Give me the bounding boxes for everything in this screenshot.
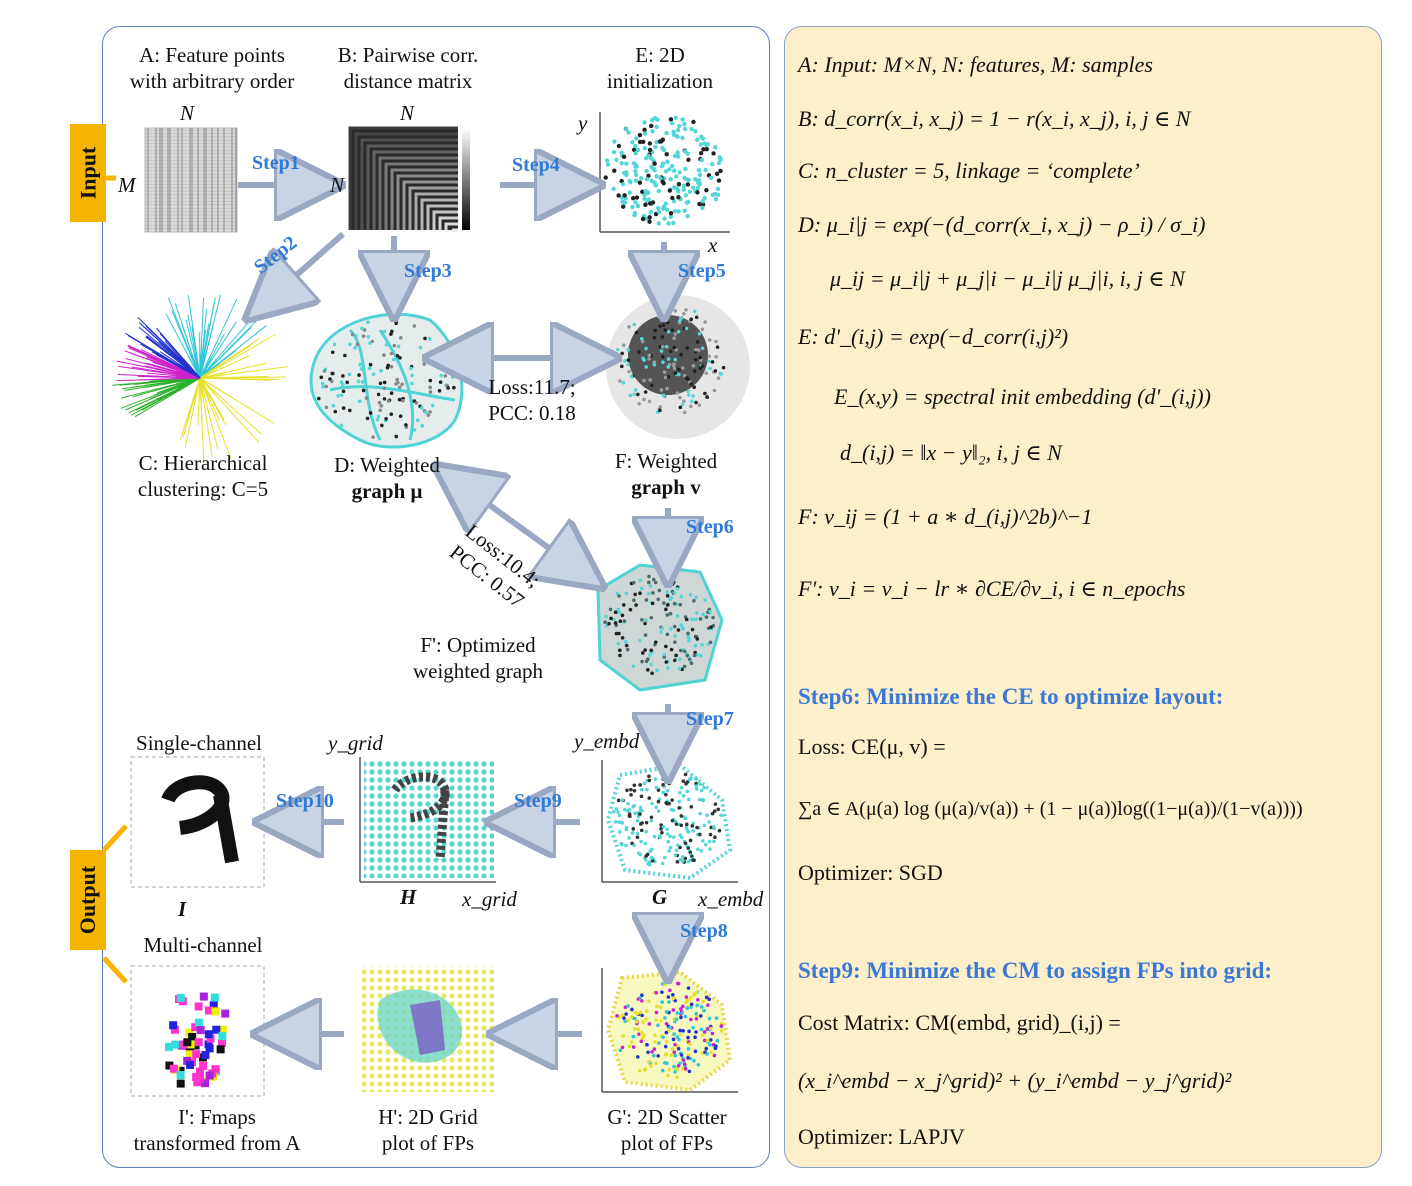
grid-Hp [362, 966, 494, 1092]
axis-E-y: y [578, 111, 588, 135]
output-label: Output [75, 865, 101, 935]
arrow-loss2 [466, 488, 582, 572]
formula-D1: D: μ_i|j = exp(−(d_corr(x_i, x_j) − ρ_i)… [798, 212, 1206, 237]
axis-G-x: x_embd [698, 887, 764, 911]
axis-A-top: N [180, 101, 195, 125]
node-B-label: B: Pairwise corr. distance matrix [337, 43, 479, 93]
node-Hp-label: H': 2D Grid plot of FPs [378, 1105, 478, 1155]
node-Gp-label: G': 2D Scatter plot of FPs [607, 1105, 727, 1155]
axis-B-left: N [330, 173, 345, 197]
axis-B-top: N [400, 101, 415, 125]
step9-expression: (x_i^embd − x_j^grid)² + (y_i^embd − y_j… [798, 1068, 1232, 1093]
graph-Fp [596, 563, 724, 692]
graph-D [309, 312, 464, 449]
step9-optimizer: Optimizer: LAPJV [798, 1124, 965, 1149]
step3-label: Step3 [404, 260, 452, 282]
formula-B: B: d_corr(x_i, x_j) = 1 − r(x_i, x_j), i… [798, 106, 1191, 131]
axis-A-left: M [118, 173, 136, 197]
arrows [238, 185, 668, 1034]
step10-label: Step10 [276, 790, 334, 812]
node-Ip-top: Multi-channel [143, 933, 263, 957]
node-A-label: A: Feature points with arbitrary order [129, 43, 295, 93]
node-D-label: D: Weighted graph μ [334, 453, 440, 503]
node-H-label: H [400, 885, 417, 909]
node-Fp-label: F': Optimized weighted graph [412, 633, 544, 683]
scatter-Gp [601, 968, 738, 1093]
node-G-label: G [652, 885, 668, 909]
node-I-label: I [178, 897, 187, 921]
left-panel [102, 26, 770, 1168]
input-tab: Input [70, 124, 106, 222]
formula-C: C: n_cluster = 5, linkage = ‘complete’ [798, 158, 1140, 183]
loss1-label: Loss:11.7; PCC: 0.18 [488, 375, 576, 425]
axis-G-y: y_embd [574, 729, 640, 753]
step9-label: Step9 [514, 790, 562, 812]
fmap-I [130, 756, 265, 888]
axis-H-y: y_grid [328, 731, 383, 755]
step4-label: Step4 [512, 154, 560, 176]
step8-label: Step8 [680, 920, 728, 942]
scatter-E [599, 112, 730, 233]
node-E-label: E: 2D initialization [606, 43, 714, 93]
graph-F [606, 295, 750, 439]
right-panel [784, 26, 1382, 1168]
node-I-top: Single-channel [136, 731, 262, 755]
step6-label: Step6 [686, 516, 734, 538]
colorbar [462, 128, 470, 230]
step9-cost-matrix: Cost Matrix: CM(embd, grid)_(i,j) = [798, 1010, 1121, 1035]
step7-label: Step7 [686, 708, 734, 730]
step1-label: Step1 [252, 152, 300, 174]
dendrogram-C [112, 294, 288, 463]
step6-loss: Loss: CE(μ, v) = [798, 734, 946, 759]
axis-E-x: x [708, 233, 718, 257]
node-C-label: C: Hierarchical clustering: C=5 [137, 451, 269, 501]
axis-H-x: x_grid [462, 887, 517, 911]
arrow-step2 [266, 231, 345, 302]
formula-E1: E: d'_(i,j) = exp(−d_corr(i,j)²) [798, 324, 1069, 349]
formula-Fp: F': v_i = v_i − lr ∗ ∂CE/∂v_i, i ∈ n_epo… [798, 576, 1186, 601]
grid-H [359, 757, 496, 883]
node-F-label: F: Weighted graph v [614, 449, 718, 499]
formula-E3: d_(i,j) = ‖x − y‖₂, i, j ∈ N [840, 440, 1062, 465]
formula-D2: μ_ij = μ_i|j + μ_j|i − μ_i|j μ_j|i, i, j… [830, 266, 1185, 291]
fmap-Ip [130, 965, 265, 1097]
input-label: Input [75, 146, 100, 200]
formula-A: A: Input: M×N, N: features, M: samples [798, 52, 1153, 77]
step5-label: Step5 [678, 260, 726, 282]
formula-E2: E_(x,y) = spectral init embedding (d'_(i… [834, 384, 1211, 409]
step6-sum: ∑a ∈ A(μ(a) log (μ(a)/v(a)) + (1 − μ(a))… [798, 798, 1303, 820]
step9-title: Step9: Minimize the CM to assign FPs int… [798, 958, 1273, 983]
step6-title: Step6: Minimize the CE to optimize layou… [798, 684, 1224, 709]
formula-F: F: v_ij = (1 + a ∗ d_(i,j)^2b)^−1 [798, 504, 1093, 529]
feature-matrix-A [144, 127, 238, 233]
distance-matrix-B [348, 126, 470, 232]
node-Ip-label: I': Fmaps transformed from A [133, 1105, 301, 1155]
output-tab: Output [70, 850, 106, 950]
scatter-G [601, 760, 738, 883]
step6-optimizer: Optimizer: SGD [798, 860, 943, 885]
